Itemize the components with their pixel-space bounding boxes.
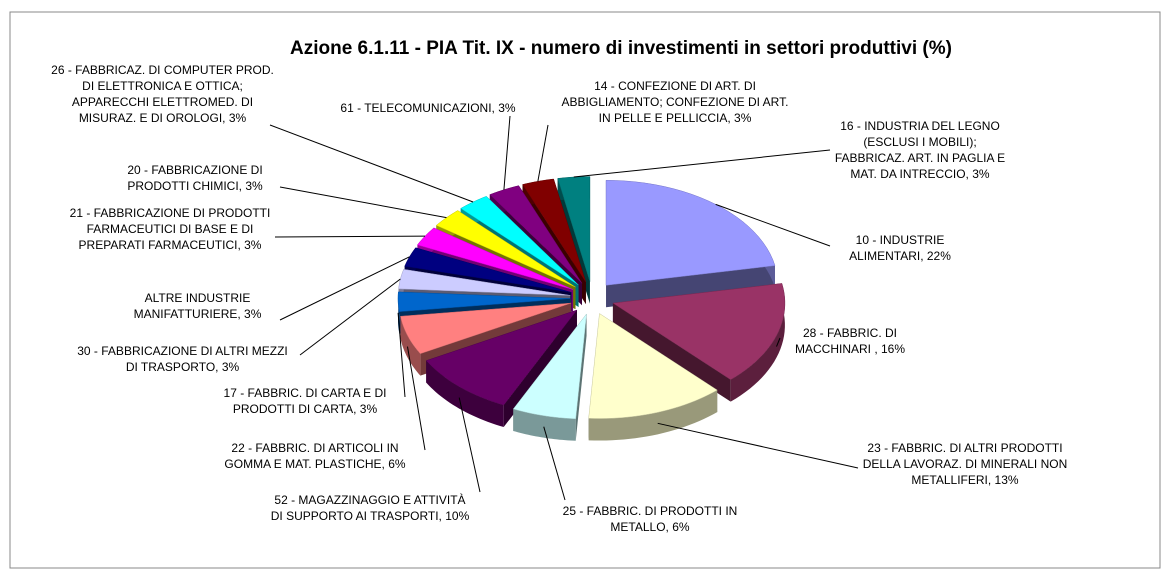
slice-label: 16 - INDUSTRIA DEL LEGNO (ESCLUSI I MOBI…	[834, 119, 1006, 181]
slice	[425, 309, 578, 428]
leader-line	[543, 426, 566, 501]
slice-label: 17 - FABBRIC. DI CARTA E DI PRODOTTI DI …	[223, 386, 387, 416]
slice-top	[404, 247, 572, 293]
leader-line	[269, 124, 474, 203]
slice	[605, 180, 776, 308]
slice-top	[489, 185, 583, 284]
slice-side	[730, 283, 785, 402]
leader-line	[397, 312, 406, 398]
slice-label: 20 - FABBRICAZIONE DI PRODOTTI CHIMICI, …	[127, 163, 263, 193]
leader-line	[715, 203, 831, 247]
leader-line	[279, 186, 447, 219]
leader-line	[503, 115, 511, 190]
slice-top	[588, 313, 718, 419]
slice-label: 26 - FABBRICAZ. DI COMPUTER PROD. DI ELE…	[51, 63, 274, 125]
chart-title: Azione 6.1.11 - PIA Tit. IX - numero di …	[290, 38, 952, 59]
leader-line	[274, 235, 426, 238]
slice-top	[397, 291, 571, 312]
leader-line	[776, 337, 781, 347]
leader-line	[299, 278, 401, 356]
slice-top	[612, 283, 786, 380]
slice-side	[426, 360, 504, 428]
leader-line	[458, 397, 481, 493]
slice-top	[400, 302, 572, 354]
slice-side	[588, 390, 718, 441]
slice-side	[400, 316, 421, 376]
slice-label: 52 - MAGAZZINAGGIO E ATTIVITÀ DI SUPPORT…	[270, 493, 470, 523]
slice-face	[612, 303, 731, 402]
slice	[512, 313, 587, 441]
slice-label: ALTRE INDUSTRIE MANIFATTURIERE, 3%	[133, 291, 262, 321]
slice-label: 21 - FABBRICAZIONE DI PRODOTTI FARMACEUT…	[69, 206, 271, 252]
leader-line	[573, 149, 831, 178]
slice-label: 10 - INDUSTRIE ALIMENTARI, 22%	[849, 233, 951, 263]
slice-label: 22 - FABBRIC. DI ARTICOLI IN GOMMA E MAT…	[224, 441, 406, 471]
slice-top	[512, 313, 587, 420]
leader-line	[279, 256, 410, 321]
slice-label: 23 - FABBRIC. DI ALTRI PRODOTTI DELLA LA…	[862, 441, 1068, 487]
leader-line	[407, 346, 426, 451]
leader-line	[657, 422, 859, 469]
slice-top	[425, 309, 578, 406]
slice-label: 28 - FABBRIC. DI MACCHINARI , 16%	[794, 326, 906, 356]
slice	[588, 313, 718, 441]
leader-line	[537, 124, 549, 182]
slice-label: 61 - TELECOMUNICAZIONI, 3%	[340, 101, 516, 115]
slice-label: 30 - FABBRICAZIONE DI ALTRI MEZZI DI TRA…	[77, 344, 288, 374]
slice-face	[606, 265, 775, 308]
slice-face	[575, 313, 587, 441]
slice	[612, 283, 786, 402]
slice-top	[605, 180, 776, 286]
slice-side	[513, 408, 576, 441]
slice-label: 25 - FABBRIC. DI PRODOTTI IN METALLO, 6%	[562, 504, 738, 534]
slice-label: 14 - CONFEZIONE DI ART. DI ABBIGLIAMENTO…	[561, 79, 789, 125]
